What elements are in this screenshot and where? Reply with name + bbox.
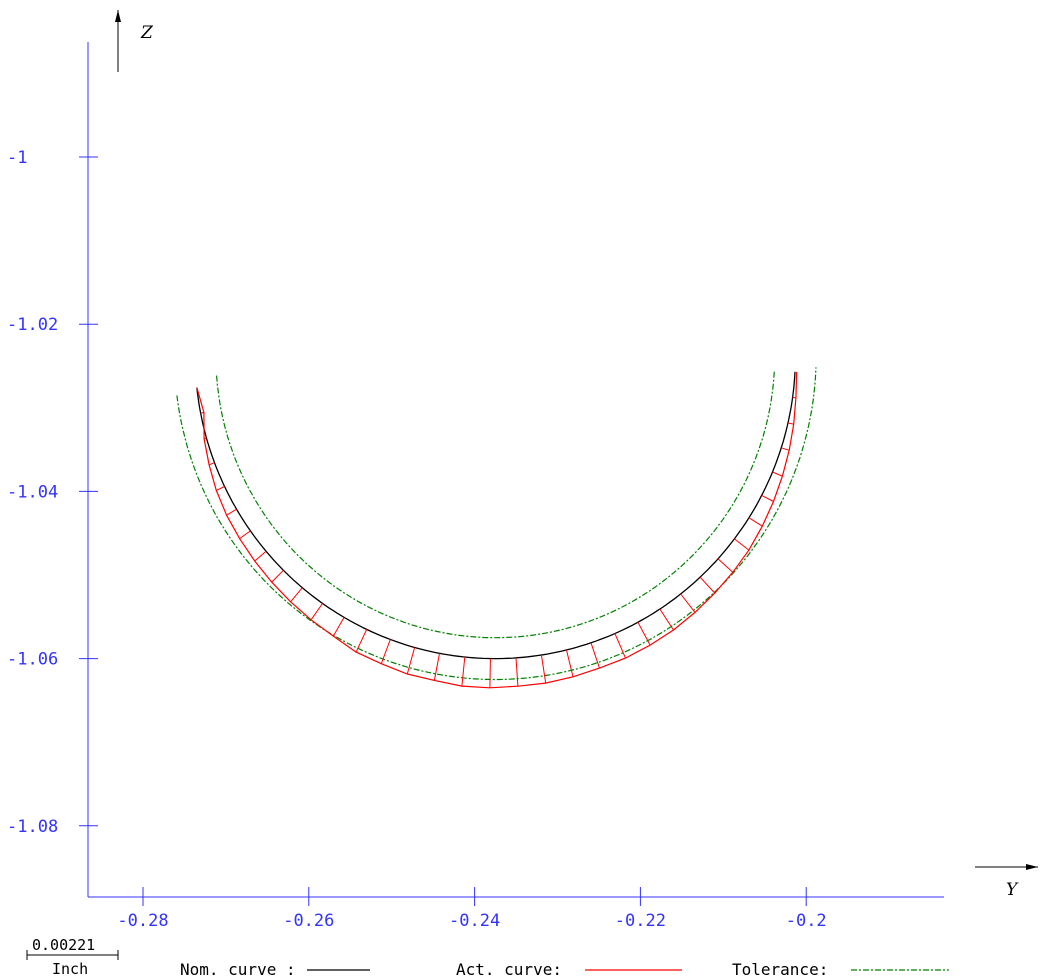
y-direction-arrow (975, 864, 1038, 870)
deviation-whisker (787, 422, 794, 425)
deviation-whisker (748, 517, 763, 527)
deviation-whisker (781, 447, 790, 451)
deviation-whisker (614, 633, 626, 659)
deviation-whisker (699, 576, 716, 594)
y-tick-label: -1.08 (7, 817, 58, 837)
deviation-whisker (461, 656, 466, 687)
y-tick-label: -1 (7, 148, 27, 168)
deviation-whisker (515, 657, 519, 687)
scale-bar-unit: Inch (52, 960, 88, 978)
deviation-whisker (566, 649, 574, 677)
deviation-whisker (734, 538, 750, 551)
z-direction-arrow (115, 10, 121, 72)
actual-curve (196, 371, 798, 689)
deviation-whisker (659, 608, 674, 631)
tolerance-inner-curve (216, 370, 775, 639)
y-tick-label: -1.06 (7, 650, 58, 670)
x-tick-label: -0.26 (283, 911, 334, 931)
deviation-whisker (680, 593, 696, 613)
deviation-whisker (772, 471, 783, 477)
deviation-whisker (290, 587, 303, 603)
x-tick-label: -0.24 (449, 911, 500, 931)
deviation-whisker (406, 647, 416, 675)
y-tick-label: -1.02 (7, 315, 58, 335)
deviation-whisker (226, 508, 237, 516)
legend-actual-label: Act. curve: (456, 960, 562, 978)
axis-ticks: -0.28 -0.26 -0.24 -0.22 -0.2 -1 -1.02 -1.04 -1.0… (7, 148, 827, 931)
deviation-whisker (590, 642, 600, 669)
plot-curves (176, 367, 817, 689)
legend-nominal-label: Nom. curve : (180, 960, 296, 978)
deviation-whisker (271, 569, 284, 583)
deviation-whisker (216, 486, 225, 491)
deviation-whisker (761, 494, 774, 502)
scale-bar (26, 950, 119, 960)
scale-bar-value: 0.00221 (32, 936, 95, 954)
tolerance-outer-curve (176, 367, 817, 681)
deviation-whisker (332, 617, 345, 637)
z-axis-title: Z (140, 23, 154, 43)
deviation-whisker (310, 603, 324, 621)
deviation-whisker (355, 629, 368, 653)
x-tick-label: -0.2 (786, 911, 827, 931)
nominal-curve (196, 371, 796, 660)
deviation-whisker (239, 530, 251, 540)
deviation-whisker (433, 653, 440, 681)
deviation-whisker (254, 550, 267, 562)
deviation-whisker (637, 621, 651, 646)
x-tick-label: -0.22 (615, 911, 666, 931)
deviation-whisker (489, 658, 491, 688)
y-tick-label: -1.04 (7, 482, 58, 502)
y-axis-title: Y (1006, 880, 1019, 900)
x-tick-label: -0.28 (117, 911, 168, 931)
legend-tolerance-label: Tolerance: (732, 960, 828, 978)
deviation-whisker (380, 639, 391, 664)
deviation-whisker (717, 558, 734, 573)
deviation-whisker (540, 654, 547, 684)
deviation-whisker (208, 462, 215, 466)
